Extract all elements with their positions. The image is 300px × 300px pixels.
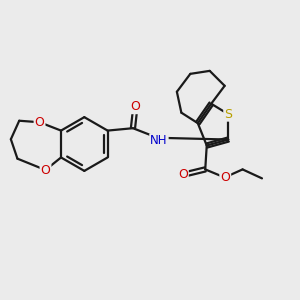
Text: O: O [220, 171, 230, 184]
Text: NH: NH [150, 134, 168, 147]
Text: O: O [34, 116, 44, 129]
Text: O: O [130, 100, 140, 113]
Text: O: O [40, 164, 50, 176]
Text: O: O [178, 168, 188, 181]
Text: S: S [224, 108, 232, 121]
